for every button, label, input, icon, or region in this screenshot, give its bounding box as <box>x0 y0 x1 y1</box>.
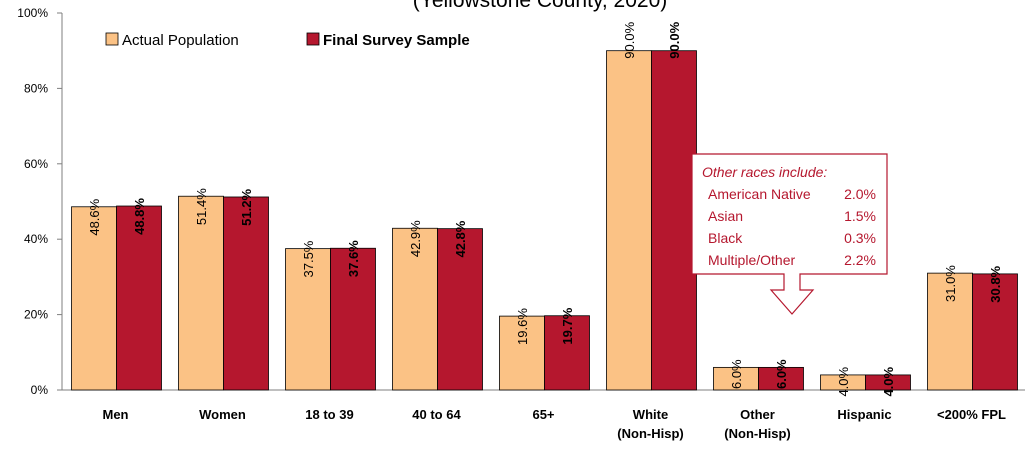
value-label-actual-population-200-fpl: 31.0% <box>943 265 958 302</box>
value-label-actual-population-40-to-64: 42.9% <box>408 220 423 257</box>
callout-row-asian-label: Asian <box>708 208 743 224</box>
callout-row-american-native-value: 2.0% <box>844 186 876 202</box>
bar-final-survey-sample-hispanic <box>865 374 911 391</box>
x-category-label-white: White (Non-Hisp) <box>617 407 683 441</box>
callout-row-asian-value: 1.5% <box>844 208 876 224</box>
x-category-label-65: 65+ <box>532 407 554 422</box>
value-label-final-survey-sample-white: 90.0% <box>667 21 682 58</box>
bar-final-survey-sample-women <box>223 196 269 391</box>
value-label-final-survey-sample-hispanic: 4.0% <box>881 366 896 396</box>
y-tick-label: 40% <box>24 232 48 246</box>
legend-swatch-actual-population <box>105 32 119 46</box>
y-tick-label: 60% <box>24 157 48 171</box>
y-axis: 0% 20% 40% 60% 80% 100% <box>17 6 63 397</box>
callout-row-black-label: Black <box>708 230 743 246</box>
callout-row-black-value: 0.3% <box>844 230 876 246</box>
bar-actual-population-200-fpl <box>927 272 973 391</box>
callout-row-multiple-other-value: 2.2% <box>844 252 876 268</box>
callout-heading: Other races include: <box>702 164 827 180</box>
value-label-final-survey-sample-men: 48.8% <box>132 198 147 235</box>
callout-box-with-arrow <box>691 153 888 315</box>
value-label-actual-population-men: 48.6% <box>87 198 102 235</box>
value-label-actual-population-women: 51.4% <box>194 188 209 225</box>
bar-actual-population-women <box>178 195 224 391</box>
bar-final-survey-sample-65 <box>544 315 590 391</box>
value-label-final-survey-sample-women: 51.2% <box>239 189 254 226</box>
bars <box>71 50 1018 391</box>
value-label-final-survey-sample-40-to-64: 42.8% <box>453 220 468 257</box>
x-category-label-18-to-39: 18 to 39 <box>305 407 353 422</box>
value-label-actual-population-hispanic: 4.0% <box>836 366 851 396</box>
y-tick-label: 80% <box>24 81 48 95</box>
x-category-label-women: Women <box>199 407 246 422</box>
x-category-label-200-fpl: <200% FPL <box>937 407 1006 422</box>
value-label-actual-population-white: 90.0% <box>622 21 637 58</box>
value-label-final-survey-sample-200-fpl: 30.8% <box>988 265 1003 302</box>
value-label-actual-population-other: 6.0% <box>729 359 744 389</box>
bar-final-survey-sample-18-to-39 <box>330 247 376 391</box>
bar-actual-population-18-to-39 <box>285 248 331 391</box>
callout-row-american-native-label: American Native <box>708 186 811 202</box>
value-label-final-survey-sample-other: 6.0% <box>774 359 789 389</box>
y-tick-label: 100% <box>17 6 48 20</box>
value-label-actual-population-65: 19.6% <box>515 308 530 345</box>
x-axis: Men Women 18 to 39 40 to 64 65+ White (Non-His… <box>62 389 1025 441</box>
x-category-label-hispanic: Hispanic <box>837 407 891 422</box>
legend-swatch-final-survey-sample <box>306 32 320 46</box>
value-label-actual-population-18-to-39: 37.5% <box>301 240 316 277</box>
y-tick-label: 20% <box>24 308 48 322</box>
value-label-final-survey-sample-65: 19.7% <box>560 307 575 344</box>
other-races-callout: Other races include: American Native 2.0… <box>691 153 888 315</box>
chart-title: (Yellowstone County, 2020) <box>413 0 668 12</box>
value-label-final-survey-sample-18-to-39: 37.6% <box>346 240 361 277</box>
bar-final-survey-sample-white <box>651 50 697 391</box>
bar-final-survey-sample-200-fpl <box>972 273 1018 391</box>
bar-final-survey-sample-40-to-64 <box>437 228 483 391</box>
x-category-label-men: Men <box>103 407 129 422</box>
x-category-label-other: Other (Non-Hisp) <box>724 407 790 441</box>
bar-final-survey-sample-other <box>758 366 804 391</box>
value-labels: 48.6% 51.4% 37.5% 42.9% 19.6% 90.0% 6.0% 4.0% 31… <box>87 21 1003 396</box>
legend-label-final-survey-sample: Final Survey Sample <box>323 32 470 49</box>
legend: Actual Population Final Survey Sample <box>105 32 470 49</box>
bar-final-survey-sample-men <box>116 205 162 391</box>
callout-row-multiple-other-label: Multiple/Other <box>708 252 795 268</box>
bar-actual-population-men <box>71 206 117 391</box>
bar-actual-population-white <box>606 50 652 391</box>
x-category-label-40-to-64: 40 to 64 <box>412 407 461 422</box>
legend-label-actual-population: Actual Population <box>122 32 239 49</box>
y-tick-label: 0% <box>31 383 49 397</box>
